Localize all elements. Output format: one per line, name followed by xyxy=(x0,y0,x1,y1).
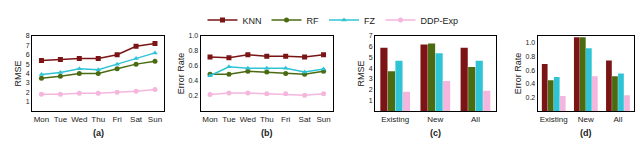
svg-text:KNN: KNN xyxy=(243,16,262,26)
svg-text:FZ: FZ xyxy=(364,16,375,26)
svg-text:6: 6 xyxy=(369,43,373,50)
svg-text:0.2: 0.2 xyxy=(526,94,536,101)
svg-text:(d): (d) xyxy=(580,128,592,138)
svg-text:4: 4 xyxy=(369,65,373,72)
svg-text:8: 8 xyxy=(26,32,30,39)
svg-text:Thu: Thu xyxy=(91,115,105,124)
svg-text:Sun: Sun xyxy=(316,115,330,124)
svg-text:2: 2 xyxy=(369,86,373,93)
svg-text:Sun: Sun xyxy=(148,115,162,124)
svg-text:Mon: Mon xyxy=(202,115,218,124)
svg-text:Sat: Sat xyxy=(130,115,143,124)
svg-text:7: 7 xyxy=(369,32,373,39)
svg-text:Tue: Tue xyxy=(54,115,68,124)
svg-text:Existing: Existing xyxy=(540,115,568,124)
svg-text:0.6: 0.6 xyxy=(526,67,536,74)
svg-text:0.8: 0.8 xyxy=(188,47,198,54)
svg-text:1: 1 xyxy=(369,97,373,104)
svg-text:5: 5 xyxy=(369,54,373,61)
svg-text:0.4: 0.4 xyxy=(526,80,536,87)
svg-text:Wed: Wed xyxy=(240,115,256,124)
svg-text:Fri: Fri xyxy=(112,115,122,124)
svg-text:RF: RF xyxy=(307,16,319,26)
svg-text:RMSE: RMSE xyxy=(13,60,23,86)
svg-text:Mon: Mon xyxy=(34,115,50,124)
svg-text:All: All xyxy=(471,115,480,124)
svg-text:0.8: 0.8 xyxy=(526,53,536,60)
svg-text:Wed: Wed xyxy=(71,115,87,124)
svg-text:(b): (b) xyxy=(261,128,273,138)
svg-text:Existing: Existing xyxy=(381,115,409,124)
svg-text:New: New xyxy=(578,115,594,124)
svg-text:2: 2 xyxy=(26,89,30,96)
svg-text:Error Rate: Error Rate xyxy=(513,53,523,95)
svg-text:Tue: Tue xyxy=(222,115,236,124)
svg-text:4: 4 xyxy=(26,70,30,77)
svg-text:0.6: 0.6 xyxy=(188,62,198,69)
svg-text:All: All xyxy=(614,115,623,124)
svg-text:(c): (c) xyxy=(430,128,441,138)
svg-text:Thu: Thu xyxy=(260,115,274,124)
svg-text:7: 7 xyxy=(26,42,30,49)
svg-text:(a): (a) xyxy=(93,128,104,138)
svg-text:5: 5 xyxy=(26,61,30,68)
svg-text:DDP-Exp: DDP-Exp xyxy=(421,16,459,26)
svg-text:1.0: 1.0 xyxy=(188,32,198,39)
svg-text:New: New xyxy=(427,115,443,124)
svg-text:0.2: 0.2 xyxy=(188,92,198,99)
svg-text:Fri: Fri xyxy=(281,115,291,124)
svg-text:0.4: 0.4 xyxy=(188,77,198,84)
svg-text:Error Rate: Error Rate xyxy=(176,53,186,95)
svg-text:3: 3 xyxy=(369,75,373,82)
svg-text:6: 6 xyxy=(26,51,30,58)
svg-text:1: 1 xyxy=(26,98,30,105)
svg-text:3: 3 xyxy=(26,79,30,86)
svg-text:1.0: 1.0 xyxy=(526,39,536,46)
svg-text:RMSE: RMSE xyxy=(356,60,366,86)
svg-text:Sat: Sat xyxy=(299,115,312,124)
